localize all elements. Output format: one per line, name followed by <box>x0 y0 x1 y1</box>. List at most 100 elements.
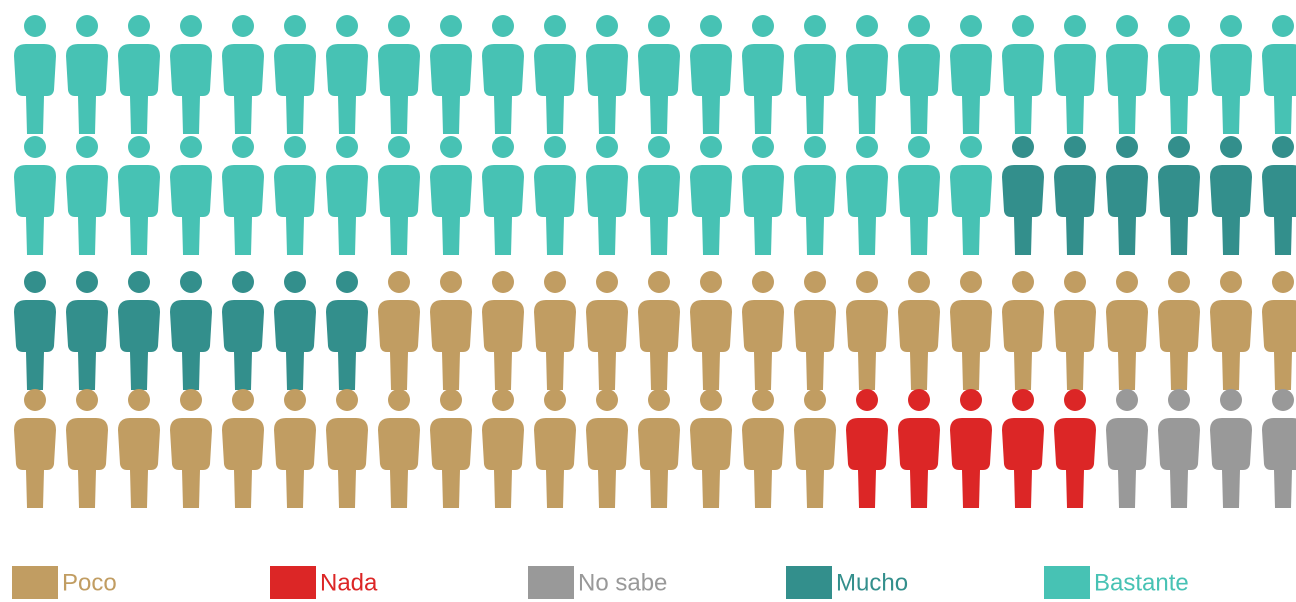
person-head <box>544 271 566 293</box>
person-body <box>222 44 264 134</box>
person-icon <box>170 136 212 255</box>
person-body <box>690 418 732 508</box>
person-body <box>482 44 524 134</box>
person-icon <box>794 389 836 508</box>
person-body <box>118 418 160 508</box>
person-body <box>1262 300 1296 390</box>
person-icon <box>14 389 56 508</box>
person-head <box>596 15 618 37</box>
person-icon <box>1106 136 1148 255</box>
person-head <box>960 136 982 158</box>
person-head <box>1064 136 1086 158</box>
person-body <box>638 44 680 134</box>
person-body <box>742 165 784 255</box>
person-icon <box>482 271 524 390</box>
person-icon <box>378 271 420 390</box>
person-body <box>586 300 628 390</box>
person-head <box>1272 15 1294 37</box>
person-head <box>76 389 98 411</box>
person-head <box>544 136 566 158</box>
person-body <box>14 300 56 390</box>
person-icon <box>170 389 212 508</box>
person-icon <box>66 136 108 255</box>
person-head <box>388 389 410 411</box>
person-head <box>1168 136 1190 158</box>
person-icon <box>846 136 888 255</box>
person-body <box>326 418 368 508</box>
person-head <box>700 15 722 37</box>
person-body <box>222 165 264 255</box>
person-icon <box>638 15 680 134</box>
person-icon <box>1262 136 1296 255</box>
person-body <box>170 300 212 390</box>
person-body <box>66 300 108 390</box>
person-icon <box>1002 271 1044 390</box>
person-icon <box>690 271 732 390</box>
person-head <box>648 271 670 293</box>
person-head <box>336 389 358 411</box>
person-icon <box>638 271 680 390</box>
person-icon <box>534 271 576 390</box>
person-icon <box>482 136 524 255</box>
person-head <box>232 136 254 158</box>
person-body <box>118 44 160 134</box>
person-body <box>1262 44 1296 134</box>
legend-swatch <box>1044 566 1090 599</box>
legend-label: Mucho <box>836 569 908 596</box>
person-icon <box>586 136 628 255</box>
person-head <box>1012 136 1034 158</box>
person-icon <box>1158 15 1200 134</box>
person-head <box>24 389 46 411</box>
person-head <box>388 271 410 293</box>
person-body <box>222 418 264 508</box>
person-icon <box>1158 136 1200 255</box>
person-icon <box>1158 271 1200 390</box>
person-icon <box>742 136 784 255</box>
person-icon <box>482 389 524 508</box>
person-head <box>544 15 566 37</box>
person-head <box>180 136 202 158</box>
person-icon <box>794 136 836 255</box>
person-head <box>908 389 930 411</box>
person-body <box>1002 165 1044 255</box>
person-body <box>950 418 992 508</box>
person-icon <box>118 15 160 134</box>
person-head <box>1116 389 1138 411</box>
person-icon <box>690 136 732 255</box>
person-icon <box>482 15 524 134</box>
person-body <box>794 418 836 508</box>
person-head <box>856 389 878 411</box>
person-icon <box>66 389 108 508</box>
person-body <box>14 418 56 508</box>
legend-label: Bastante <box>1094 569 1189 596</box>
person-head <box>1116 136 1138 158</box>
person-body <box>534 165 576 255</box>
person-icon <box>326 15 368 134</box>
person-body <box>794 44 836 134</box>
person-head <box>232 389 254 411</box>
person-icon <box>274 136 316 255</box>
person-head <box>596 136 618 158</box>
person-body <box>326 44 368 134</box>
person-icon <box>170 15 212 134</box>
person-head <box>76 271 98 293</box>
person-head <box>752 136 774 158</box>
person-body <box>1002 44 1044 134</box>
person-head <box>336 15 358 37</box>
person-body <box>534 418 576 508</box>
person-head <box>440 136 462 158</box>
person-head <box>908 136 930 158</box>
person-body <box>950 300 992 390</box>
person-icon <box>326 271 368 390</box>
person-body <box>742 418 784 508</box>
person-head <box>804 15 826 37</box>
person-head <box>24 136 46 158</box>
person-head <box>804 136 826 158</box>
person-head <box>856 15 878 37</box>
person-icon <box>586 271 628 390</box>
person-body <box>326 300 368 390</box>
legend-swatch <box>786 566 832 599</box>
person-head <box>128 15 150 37</box>
person-icon <box>742 15 784 134</box>
person-icon <box>950 15 992 134</box>
